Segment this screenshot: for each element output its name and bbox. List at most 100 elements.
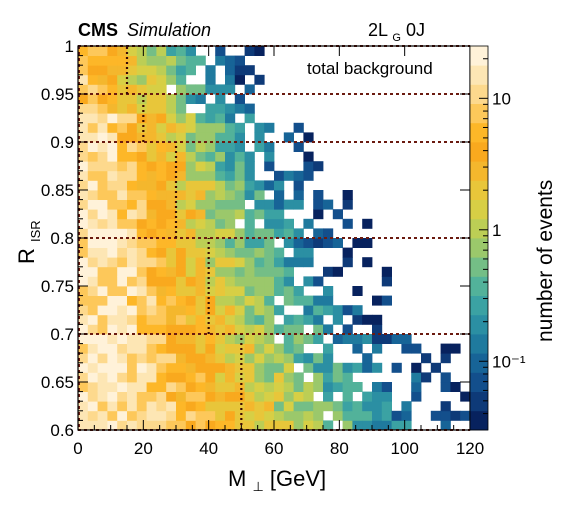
heatmap-bin bbox=[156, 276, 167, 287]
heatmap-bin bbox=[185, 46, 196, 56]
y-tick-label: 0.7 bbox=[50, 325, 74, 344]
heatmap-bin bbox=[195, 420, 206, 431]
heatmap-bin bbox=[87, 55, 98, 66]
heatmap-bin bbox=[117, 103, 128, 114]
heatmap-bin bbox=[244, 295, 255, 306]
heatmap-bin bbox=[342, 190, 353, 200]
heatmap-bin bbox=[136, 132, 147, 143]
heatmap-bin bbox=[283, 353, 294, 364]
heatmap-bin bbox=[117, 266, 128, 277]
heatmap-bin bbox=[146, 122, 157, 133]
heatmap-bin bbox=[283, 218, 294, 229]
heatmap-bin bbox=[78, 55, 89, 66]
heatmap-bin bbox=[225, 170, 236, 181]
heatmap-bin bbox=[97, 401, 108, 412]
heatmap-bin bbox=[195, 295, 206, 306]
heatmap-bin bbox=[185, 170, 196, 181]
heatmap-bin bbox=[136, 276, 147, 287]
heatmap-bin bbox=[87, 132, 98, 143]
heatmap-bin bbox=[117, 228, 128, 239]
heatmap-bin bbox=[136, 334, 147, 344]
heatmap-bin bbox=[244, 209, 255, 220]
heatmap-bin bbox=[146, 286, 157, 296]
heatmap-bin bbox=[215, 132, 226, 143]
heatmap-bin bbox=[440, 372, 451, 383]
heatmap-bin bbox=[127, 257, 138, 268]
heatmap-bin bbox=[117, 362, 128, 373]
heatmap-bin bbox=[293, 410, 304, 421]
heatmap-bin bbox=[166, 113, 177, 124]
heatmap-bin bbox=[244, 362, 255, 373]
heatmap-bin bbox=[156, 151, 167, 162]
heatmap-bin bbox=[303, 305, 314, 316]
heatmap-bin bbox=[293, 314, 304, 325]
heatmap-bin bbox=[244, 84, 255, 95]
heatmap-bin bbox=[185, 324, 196, 335]
heatmap-bin bbox=[107, 180, 118, 191]
heatmap-bin bbox=[254, 238, 265, 248]
heatmap-bin bbox=[274, 410, 285, 421]
heatmap-bin bbox=[215, 286, 226, 296]
heatmap-bin bbox=[156, 391, 167, 402]
heatmap-bin bbox=[234, 286, 245, 296]
heatmap-bin bbox=[215, 266, 226, 277]
heatmap-bin bbox=[205, 65, 216, 76]
heatmap-bin bbox=[185, 228, 196, 239]
heatmap-bin bbox=[117, 46, 128, 56]
heatmap-bin bbox=[117, 314, 128, 325]
heatmap-bin bbox=[176, 180, 187, 191]
heatmap-bin bbox=[293, 391, 304, 402]
heatmap-bin bbox=[293, 353, 304, 364]
heatmap-bin bbox=[97, 228, 108, 239]
heatmap-bin bbox=[195, 362, 206, 373]
heatmap-bin bbox=[176, 334, 187, 344]
heatmap-bin bbox=[87, 247, 98, 258]
heatmap-bin bbox=[205, 84, 216, 95]
heatmap-bin bbox=[146, 324, 157, 335]
heatmap-bin bbox=[293, 334, 304, 344]
heatmap-bin bbox=[185, 362, 196, 373]
heatmap-bin bbox=[127, 334, 138, 344]
heatmap-bin bbox=[156, 382, 167, 392]
heatmap-bin bbox=[176, 55, 187, 66]
heatmap-bin bbox=[107, 238, 118, 248]
heatmap-bin bbox=[156, 324, 167, 335]
heatmap-bin bbox=[303, 257, 314, 268]
heatmap-bin bbox=[156, 286, 167, 296]
heatmap-bin bbox=[372, 420, 383, 431]
heatmap-bin bbox=[293, 247, 304, 258]
heatmap-bin bbox=[127, 151, 138, 162]
heatmap-bin bbox=[97, 103, 108, 114]
heatmap-bin bbox=[283, 257, 294, 268]
heatmap-bin bbox=[127, 362, 138, 373]
heatmap-bin bbox=[254, 420, 265, 431]
heatmap-bin bbox=[215, 420, 226, 431]
heatmap-bin bbox=[156, 257, 167, 268]
heatmap-bin bbox=[460, 391, 471, 402]
heatmap-bin bbox=[381, 391, 392, 402]
heatmap-bin bbox=[136, 295, 147, 306]
heatmap-bin bbox=[293, 180, 304, 191]
heatmap-bin bbox=[185, 94, 196, 104]
heatmap-bin bbox=[293, 257, 304, 268]
heatmap-bins bbox=[78, 46, 471, 431]
heatmap-bin bbox=[127, 382, 138, 392]
heatmap-bin bbox=[274, 228, 285, 239]
heatmap-bin bbox=[195, 276, 206, 287]
heatmap-bin bbox=[156, 199, 167, 210]
heatmap-bin bbox=[107, 324, 118, 335]
heatmap-bin bbox=[440, 353, 451, 364]
heatmap-bin bbox=[156, 247, 167, 258]
heatmap-bin bbox=[293, 324, 304, 335]
heatmap-bin bbox=[127, 74, 138, 85]
heatmap-bin bbox=[274, 362, 285, 373]
heatmap-bin bbox=[195, 343, 206, 354]
heatmap-bin bbox=[215, 238, 226, 248]
heatmap-bin bbox=[205, 132, 216, 143]
heatmap-bin bbox=[87, 276, 98, 287]
heatmap-bin bbox=[127, 180, 138, 191]
heatmap-bin bbox=[127, 84, 138, 95]
heatmap-bin bbox=[97, 286, 108, 296]
heatmap-bin bbox=[303, 247, 314, 258]
heatmap-bin bbox=[244, 228, 255, 239]
